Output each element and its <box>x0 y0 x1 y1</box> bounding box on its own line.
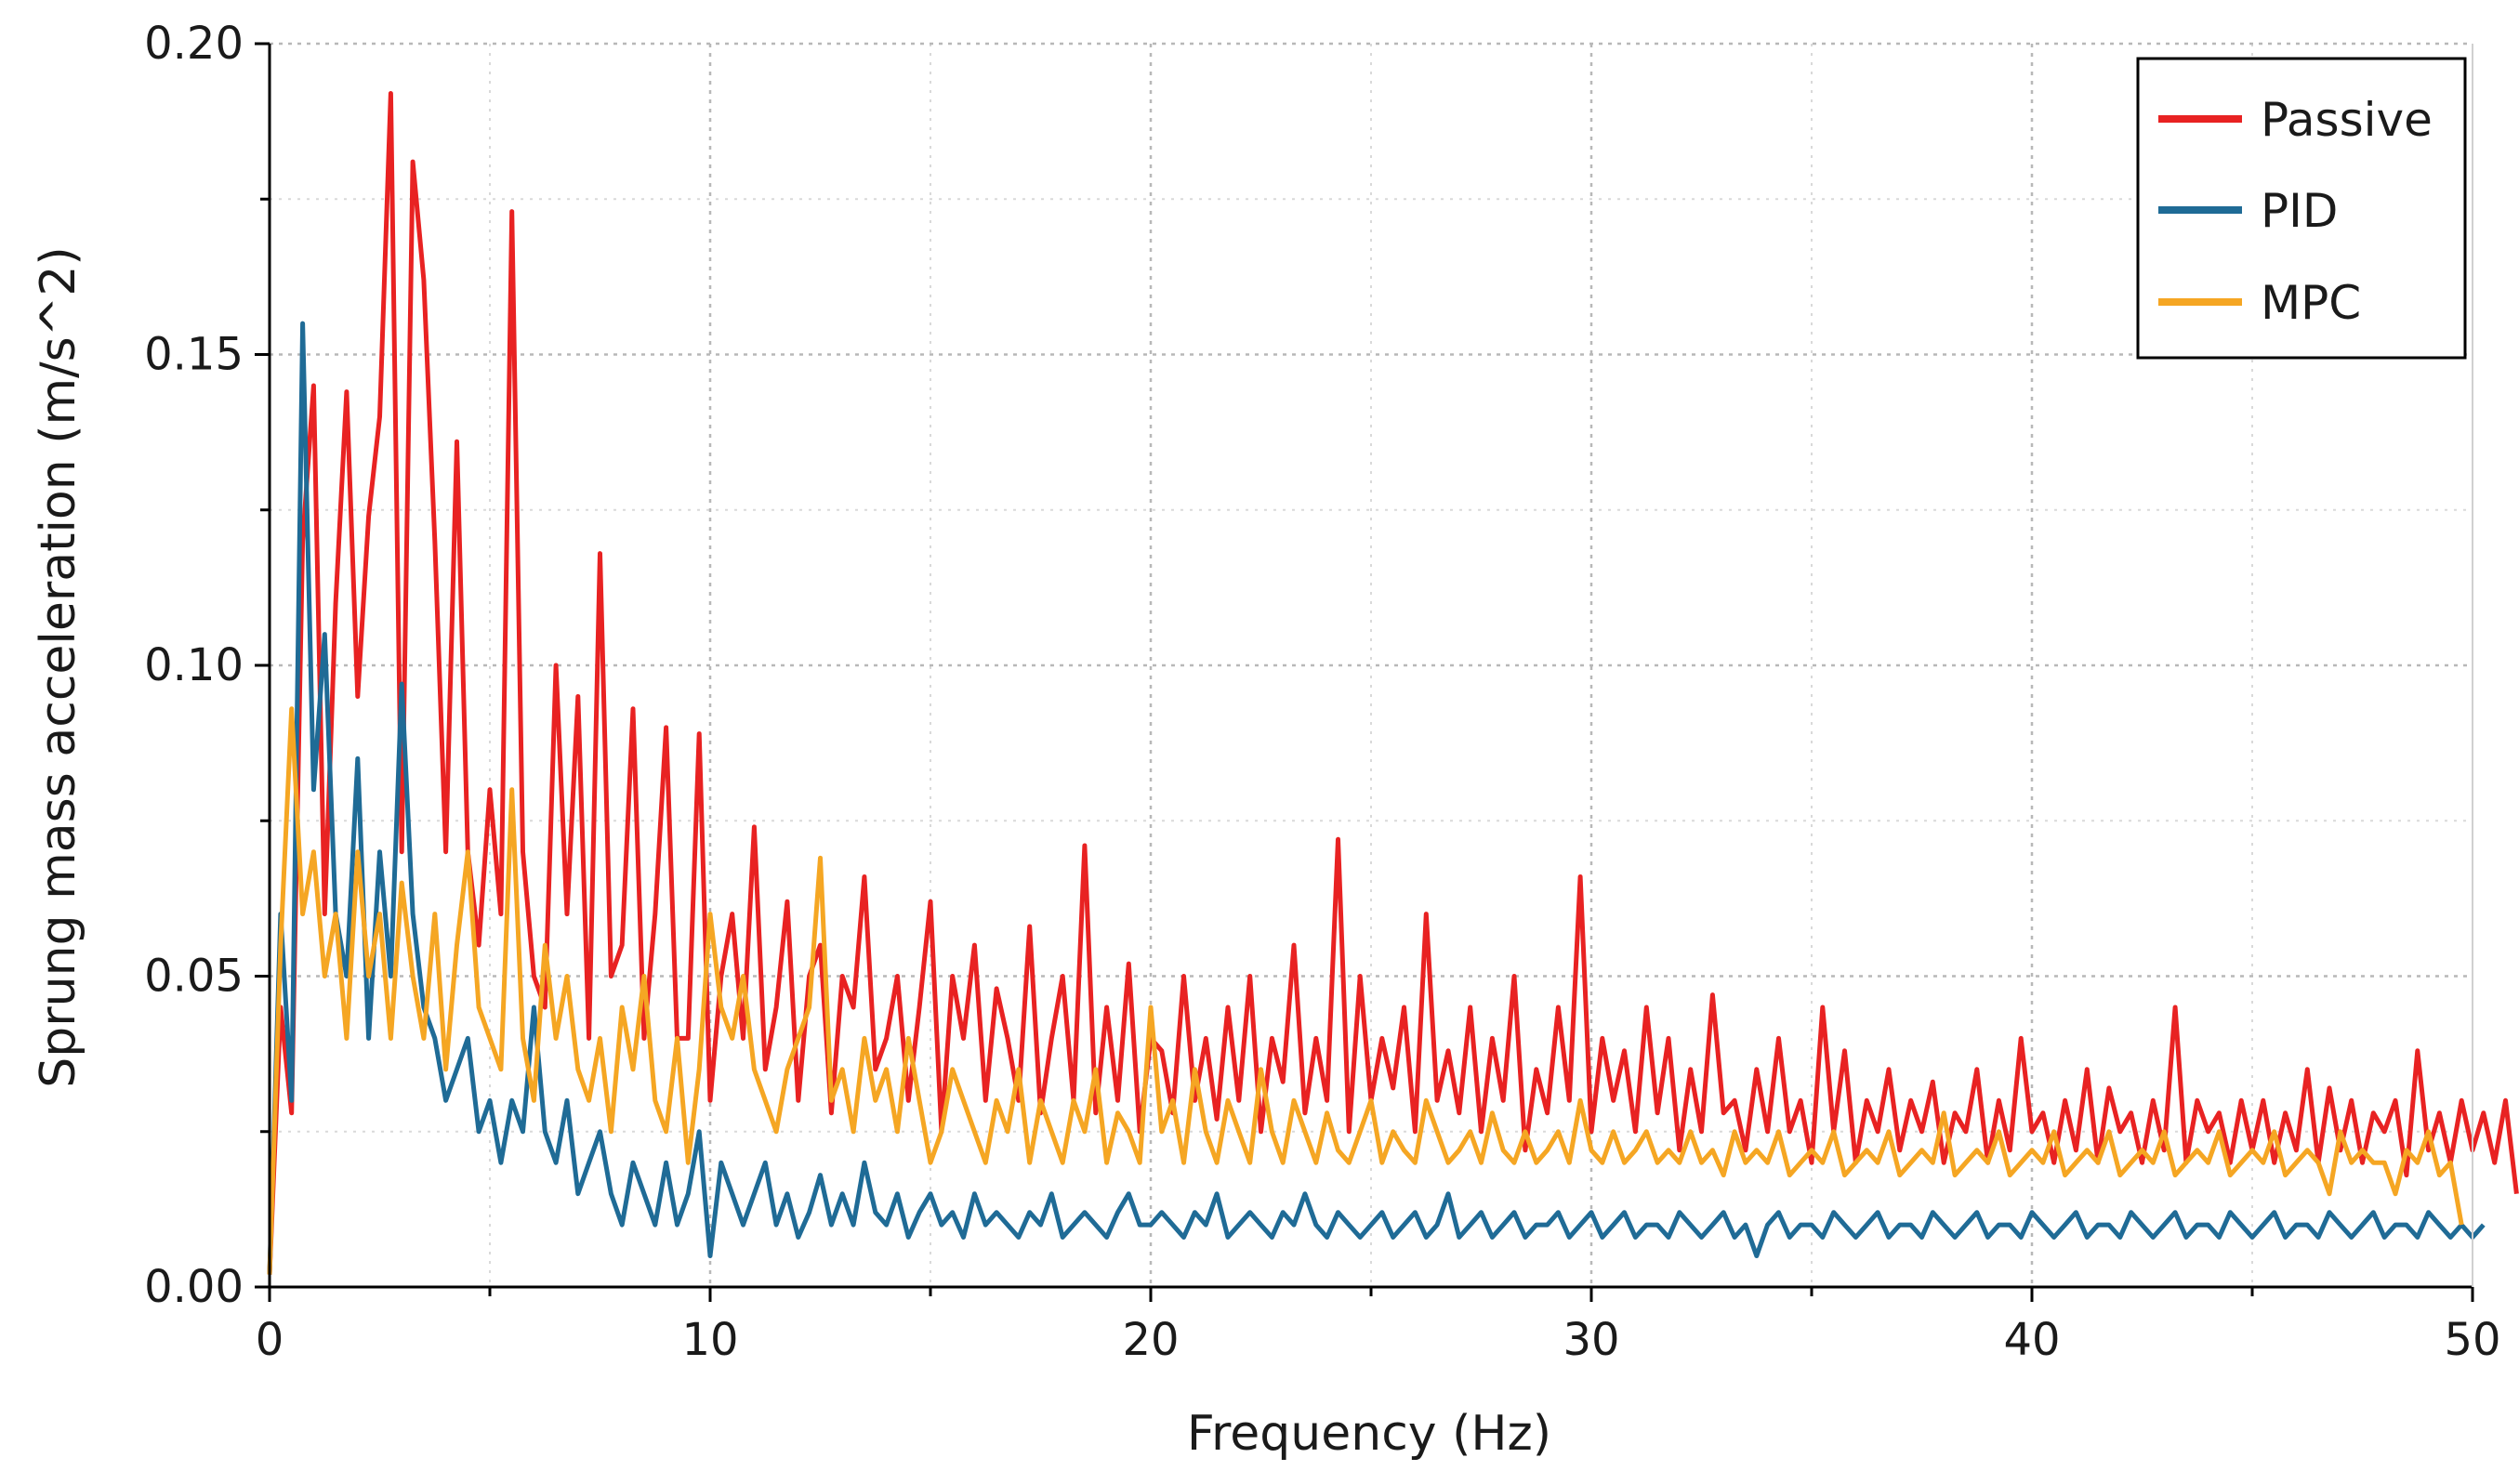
y-tick-label: 0.05 <box>144 951 244 1003</box>
y-tick-label: 0.15 <box>144 329 244 381</box>
x-tick-label: 50 <box>2444 1314 2500 1366</box>
series-line-pid <box>267 321 2486 1275</box>
y-tick-label: 0.10 <box>144 639 244 691</box>
y-tick-label: 0.20 <box>144 18 244 70</box>
y-tick-label: 0.00 <box>144 1261 244 1313</box>
legend-label-mpc: MPC <box>2261 276 2361 330</box>
series-line-mpc <box>267 706 2464 1275</box>
x-tick-label: 10 <box>681 1314 738 1366</box>
x-tick-label: 20 <box>1122 1314 1179 1366</box>
x-axis-title: Frequency (Hz) <box>1187 1406 1551 1462</box>
series-line-passive <box>267 91 2519 1275</box>
legend: Passive PID MPC <box>2136 57 2467 360</box>
x-tick-label: 0 <box>256 1314 284 1366</box>
y-axis-title: Sprung mass acceleration (m/s^2) <box>31 246 86 1087</box>
series-layer <box>267 91 2519 1275</box>
ticks: 0 10 20 30 40 50 0.00 0.05 0.10 0.15 0.20 <box>144 18 2500 1366</box>
x-tick-label: 30 <box>1563 1314 1619 1366</box>
legend-label-passive: Passive <box>2261 93 2433 147</box>
legend-label-pid: PID <box>2261 184 2338 238</box>
x-tick-label: 40 <box>2003 1314 2060 1366</box>
